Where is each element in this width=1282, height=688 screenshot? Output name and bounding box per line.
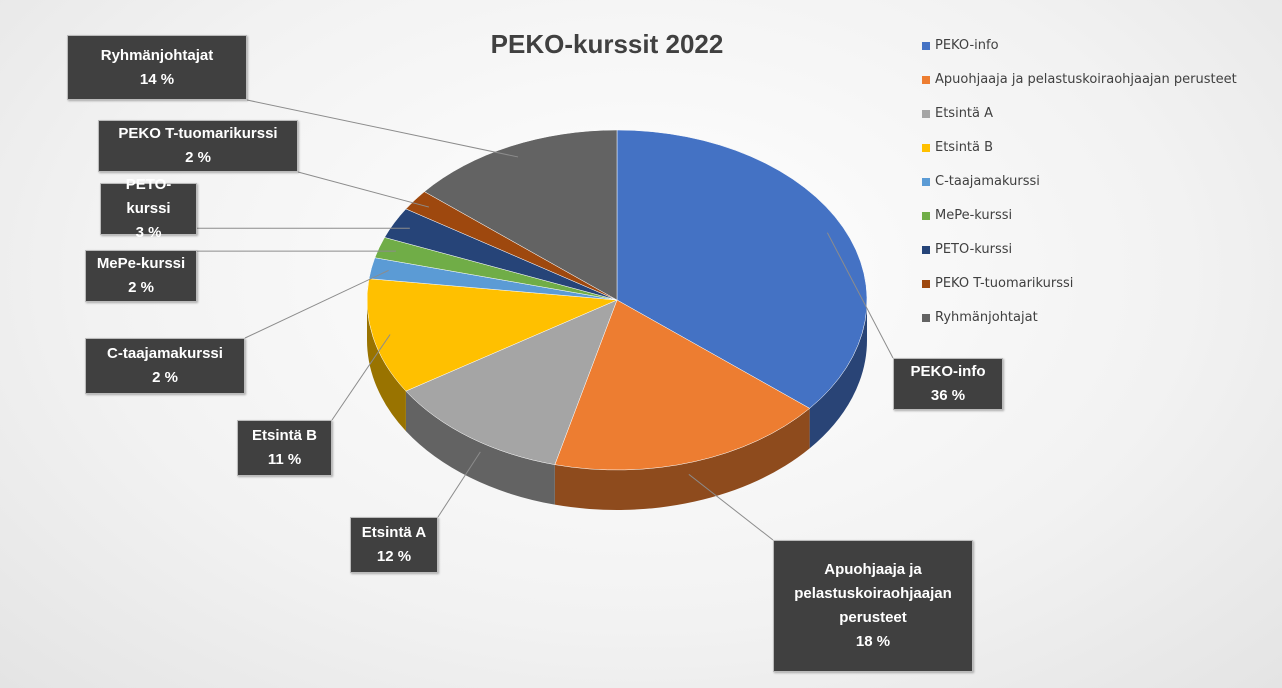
data-label: PETO-kurssi 3 %: [100, 176, 197, 241]
legend-swatch: [922, 143, 930, 152]
data-label-value: 36 %: [930, 387, 966, 404]
slice: [554, 299, 811, 471]
chart-title: PEKO-kurssit 2022: [491, 29, 724, 59]
data-label-name: PEKO T-tuomarikurssi: [118, 125, 278, 142]
legend-label: Apuohjaaja ja pelastuskoiraohjaajan peru…: [935, 72, 1237, 87]
data-label: PEKO-info 36 %: [893, 358, 1003, 410]
legend-label: PETO-kurssi: [935, 242, 1013, 257]
legend-swatch: [922, 109, 930, 118]
data-label-value: 12 %: [376, 548, 412, 565]
legend-item: PEKO T-tuomarikurssi: [922, 276, 1073, 291]
pie-tops: [366, 129, 868, 471]
data-label: Apuohjaaja ja pelastuskoiraohjaajan peru…: [773, 540, 973, 672]
data-label-value: 2 %: [128, 279, 154, 296]
data-label-name: Ryhmänjohtajat: [100, 46, 214, 64]
legend-swatch: [922, 177, 930, 186]
data-label: Etsintä A 12 %: [350, 517, 438, 573]
data-label-value: 2 %: [152, 369, 178, 386]
legend-item: PETO-kurssi: [922, 242, 1012, 257]
legend-label: Etsintä B: [935, 140, 994, 155]
slice-side: [367, 300, 406, 432]
data-label-value: 3 %: [135, 224, 162, 241]
legend-item: Apuohjaaja ja pelastuskoiraohjaajan peru…: [922, 72, 1237, 87]
data-label-name: Apuohjaaja ja pelastuskoiraohjaajan peru…: [794, 561, 952, 626]
leader-line: [437, 451, 481, 518]
leader-line: [297, 171, 430, 208]
legend-item: C-taajamakurssi: [922, 174, 1040, 189]
legend-swatch: [922, 41, 930, 50]
data-label-name: PEKO-info: [910, 363, 986, 380]
slice-side: [554, 408, 810, 511]
data-label-value: 11 %: [267, 451, 302, 468]
legend-label: Ryhmänjohtajat: [935, 310, 1038, 325]
legend-label: Etsintä A: [935, 106, 994, 121]
slice-side: [405, 391, 555, 505]
leader-line: [826, 232, 894, 359]
legend-swatch: [922, 279, 930, 288]
data-label-name: MePe-kurssi: [96, 255, 186, 272]
legend-label: MePe-kurssi: [935, 208, 1013, 223]
slice: [366, 278, 618, 392]
slice: [616, 129, 868, 409]
legend-label: PEKO-info: [935, 38, 999, 53]
legend-label: PEKO T-tuomarikurssi: [935, 276, 1074, 291]
data-label: C-taajamakurssi 2 %: [85, 338, 245, 394]
slice-side: [809, 300, 867, 449]
legend-swatch: [922, 75, 930, 84]
slice: [423, 129, 618, 301]
leader-line: [246, 99, 519, 158]
leader-line: [331, 334, 391, 421]
legend-item: Ryhmänjohtajat: [922, 310, 1038, 325]
data-label: Ryhmänjohtajat 14 %: [67, 35, 247, 100]
leader-line: [688, 473, 774, 541]
leader-line: [244, 269, 389, 339]
slice: [405, 299, 618, 465]
data-label-value: 2 %: [185, 149, 211, 166]
legend-swatch: [922, 245, 930, 254]
data-label: MePe-kurssi 2 %: [85, 250, 197, 302]
legend-item: PEKO-info: [922, 38, 999, 53]
legend-item: Etsintä A: [922, 106, 993, 121]
data-label-name: Etsintä B: [251, 427, 317, 444]
legend-swatch: [922, 313, 930, 322]
data-label-value: 14 %: [139, 70, 175, 88]
legend-item: Etsintä B: [922, 140, 993, 155]
data-label: Etsintä B 11 %: [237, 420, 332, 476]
data-label-name: Etsintä A: [361, 524, 427, 541]
data-label: PEKO T-tuomarikurssi 2 %: [98, 120, 298, 172]
legend-label: C-taajamakurssi: [935, 174, 1040, 189]
data-label-value: 18 %: [855, 633, 891, 650]
legend-item: MePe-kurssi: [922, 208, 1012, 223]
legend-swatch: [922, 211, 930, 220]
pie-sides: [367, 300, 867, 511]
data-label-name: PETO-kurssi: [125, 176, 172, 217]
data-label-name: C-taajamakurssi: [107, 345, 223, 362]
